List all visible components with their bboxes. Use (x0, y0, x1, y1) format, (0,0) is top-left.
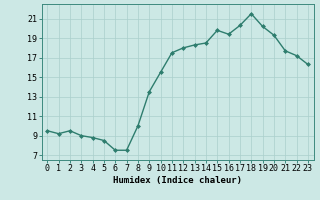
X-axis label: Humidex (Indice chaleur): Humidex (Indice chaleur) (113, 176, 242, 185)
